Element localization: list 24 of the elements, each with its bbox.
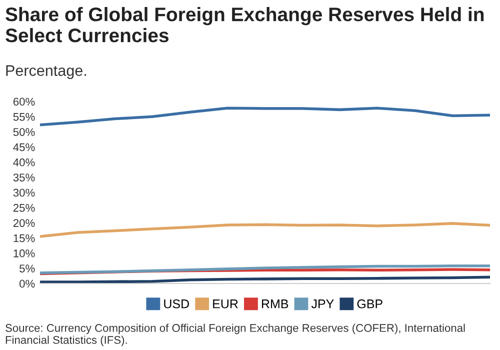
y-tick-label: 55% [13,112,35,121]
y-tick-label: 25% [13,204,35,212]
line-series [40,222,490,238]
legend-label: EUR [213,300,238,308]
y-tick-label: 15% [14,234,35,242]
legend-label: RMB [262,300,288,308]
chart-title: Share of Global Foreign Exchange Reserves Held in Select Currencies [6,7,484,42]
y-tick-label: 40% [13,158,35,166]
y-tick-label: 20% [13,219,35,227]
line-series [40,106,490,126]
y-tick-label: 10% [14,249,35,258]
y-tick-label: 60% [13,98,35,106]
y-tick-label: 45% [13,143,35,152]
y-tick-label: 30% [13,188,35,197]
chart-subtitle: Percentage. [6,65,86,79]
legend-label: GBP [357,299,382,308]
y-tick-label: 0% [20,280,35,288]
y-tick-label: 5% [20,264,35,272]
y-tick-label: 50% [13,128,35,136]
source-note: Source: Currency Composition of Official Foreign Exchange Reserves (COFER), International Financial Statistics (IFS). [6,324,465,346]
line-series [40,264,490,274]
legend-label: JPY [311,300,334,308]
y-tick-label: 35% [13,174,35,182]
legend-label: USD [164,299,189,308]
